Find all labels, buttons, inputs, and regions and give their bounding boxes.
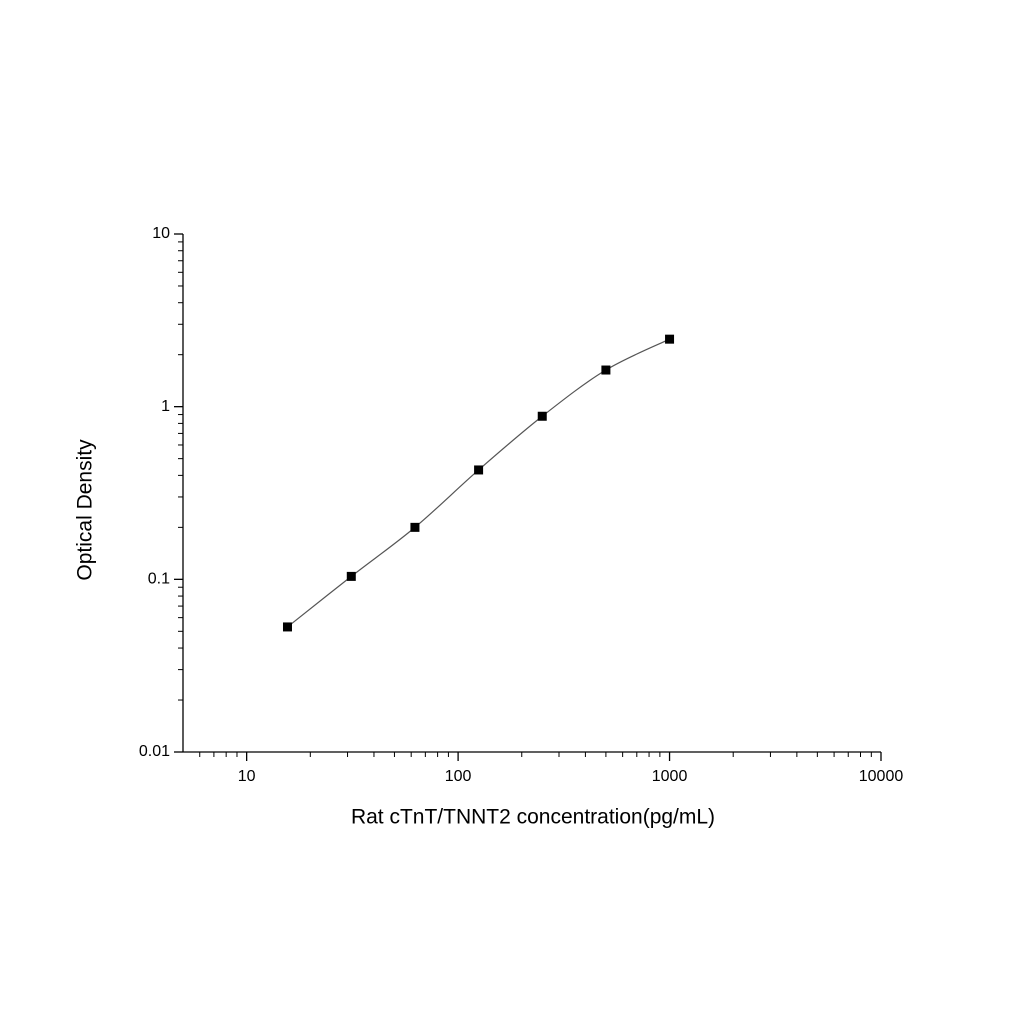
x-tick-label: 100: [445, 768, 472, 785]
data-point: [410, 522, 420, 532]
data-point: [474, 465, 484, 475]
y-tick-label: 0.1: [148, 571, 170, 588]
y-tick-label: 10: [152, 225, 170, 242]
data-point: [282, 622, 292, 632]
data-point: [601, 365, 611, 375]
data-point: [665, 334, 675, 344]
data-point: [537, 411, 547, 421]
y-tick-label: 1: [161, 398, 170, 415]
y-tick-label: 0.01: [139, 743, 170, 760]
fit-curve: [287, 338, 670, 628]
x-axis-label: Rat cTnT/TNNT2 concentration(pg/mL): [351, 806, 715, 829]
x-tick-label: 1000: [652, 768, 688, 785]
y-axis-label: Optical Density: [74, 439, 97, 581]
x-tick-label: 10000: [859, 768, 904, 785]
x-tick-label: 10: [238, 768, 256, 785]
data-point: [346, 571, 356, 581]
